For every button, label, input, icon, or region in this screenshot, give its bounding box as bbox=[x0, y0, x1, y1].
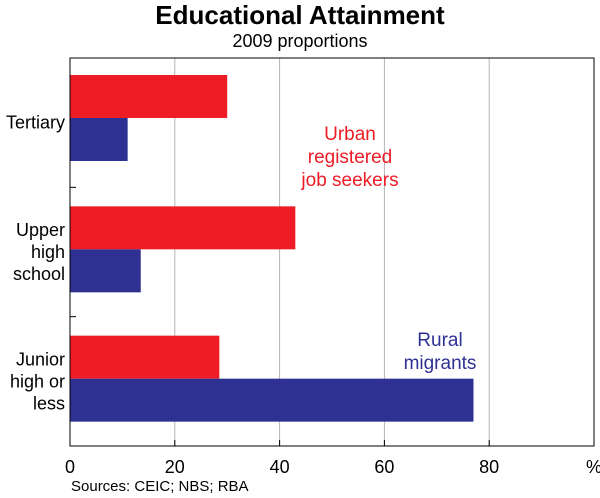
x-tick-label: 40 bbox=[270, 457, 290, 477]
series-label-urban: registered bbox=[308, 147, 393, 168]
plot-frame bbox=[69, 57, 595, 447]
x-tick-label: 20 bbox=[165, 457, 185, 477]
bar-urban bbox=[70, 206, 296, 250]
chart-title: Educational Attainment bbox=[155, 0, 445, 30]
series-label-urban: job seekers bbox=[300, 170, 398, 191]
series-label-urban: Urban bbox=[324, 124, 376, 145]
x-tick-label: 60 bbox=[374, 457, 394, 477]
x-tick-label: % bbox=[586, 457, 600, 477]
series-label-rural: Rural bbox=[417, 330, 462, 351]
category-label: less bbox=[33, 393, 65, 413]
x-tick-label: 0 bbox=[65, 457, 75, 477]
bar-rural bbox=[70, 118, 128, 161]
bar-rural bbox=[70, 378, 474, 422]
category-label: high or bbox=[10, 371, 65, 391]
bar-urban bbox=[70, 75, 228, 118]
category-label: school bbox=[13, 264, 65, 284]
chart-subtitle: 2009 proportions bbox=[232, 31, 368, 51]
bar-rural bbox=[70, 249, 141, 293]
series-label-rural: migrants bbox=[404, 353, 477, 374]
category-label: high bbox=[31, 242, 65, 262]
bar-urban bbox=[70, 335, 220, 379]
category-label: Upper bbox=[16, 220, 65, 240]
source-note: Sources: CEIC; NBS; RBA bbox=[71, 478, 249, 495]
x-tick-label: 80 bbox=[479, 457, 499, 477]
category-label: Tertiary bbox=[6, 113, 65, 133]
category-label: Junior bbox=[16, 349, 65, 369]
